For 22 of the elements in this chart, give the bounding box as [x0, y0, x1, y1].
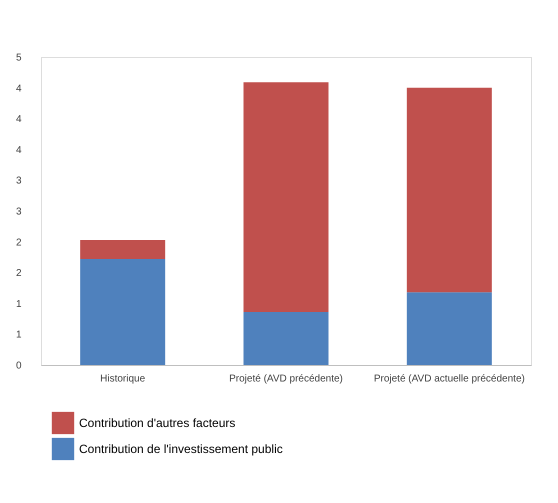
y-tick-label: 1 [16, 330, 22, 341]
bar [80, 240, 166, 260]
bar [406, 292, 492, 365]
x-tick-label: Projeté (AVD actuelle précédente) [374, 374, 525, 384]
bar [406, 88, 492, 292]
y-tick-label: 2 [16, 237, 22, 248]
x-tick-label: Historique [100, 374, 146, 384]
bar [244, 82, 328, 312]
y-tick-label: 2 [16, 268, 22, 280]
y-tick-label: 4 [16, 83, 22, 94]
legend-label: Contribution de l'investissement public [79, 442, 283, 456]
y-tick-label: 0 [16, 360, 22, 372]
y-tick-label: 4 [16, 144, 22, 156]
y-tick-label: 4 [16, 114, 22, 126]
legend-label: Contribution d'autres facteurs [79, 416, 236, 430]
x-tick-label: Projeté (AVD précédente) [229, 374, 343, 384]
y-tick-label: 3 [16, 176, 22, 187]
y-tick-label: 5 [16, 52, 22, 64]
y-tick-label: 1 [16, 298, 22, 310]
bar [80, 259, 166, 365]
bar [244, 312, 328, 365]
y-tick-label: 3 [16, 206, 22, 218]
